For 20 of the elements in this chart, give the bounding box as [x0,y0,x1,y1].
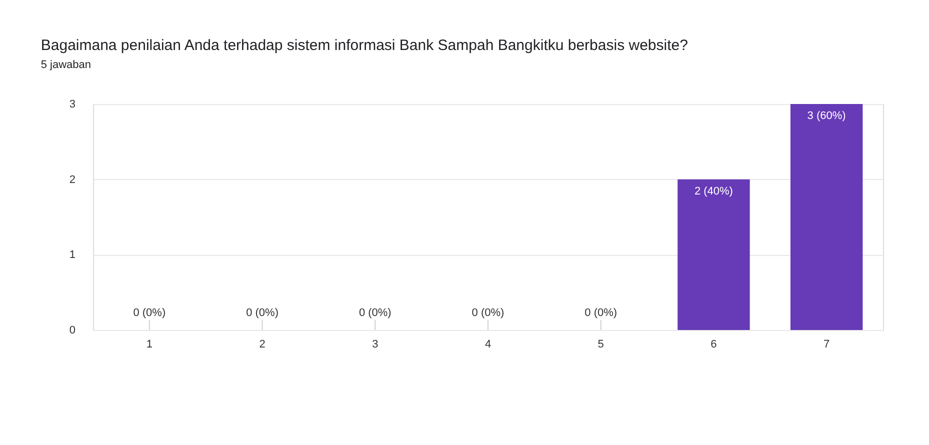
chart-subtitle: 5 jawaban [40,59,92,71]
data-label: 0 (0%) [246,307,278,319]
y-tick-label: 2 [69,174,76,186]
y-tick-label: 1 [69,249,76,262]
data-label: 0 (0%) [358,307,392,319]
data-label: 0 (0%) [584,307,618,319]
x-tick-label: 5 [598,338,604,350]
x-tick-label: 6 [710,338,717,350]
x-tick-label: 7 [824,338,830,350]
x-tick-label: 4 [484,338,492,350]
data-label: 2 (40%) [694,185,733,198]
data-label: 3 (60%) [807,110,846,122]
x-tick-label: 2 [259,338,266,350]
y-tick-label: 3 [69,98,76,110]
y-tick-label: 0 [69,324,76,336]
x-tick-label: 3 [372,338,378,350]
x-tick-label: 1 [146,338,152,350]
data-label: 0 (0%) [472,307,504,319]
chart-title: Bagaimana penilaian Anda terhadap sistem informasi Bank Sampah Bangkitku berbasis website? [40,37,688,54]
data-label: 0 (0%) [133,307,166,319]
